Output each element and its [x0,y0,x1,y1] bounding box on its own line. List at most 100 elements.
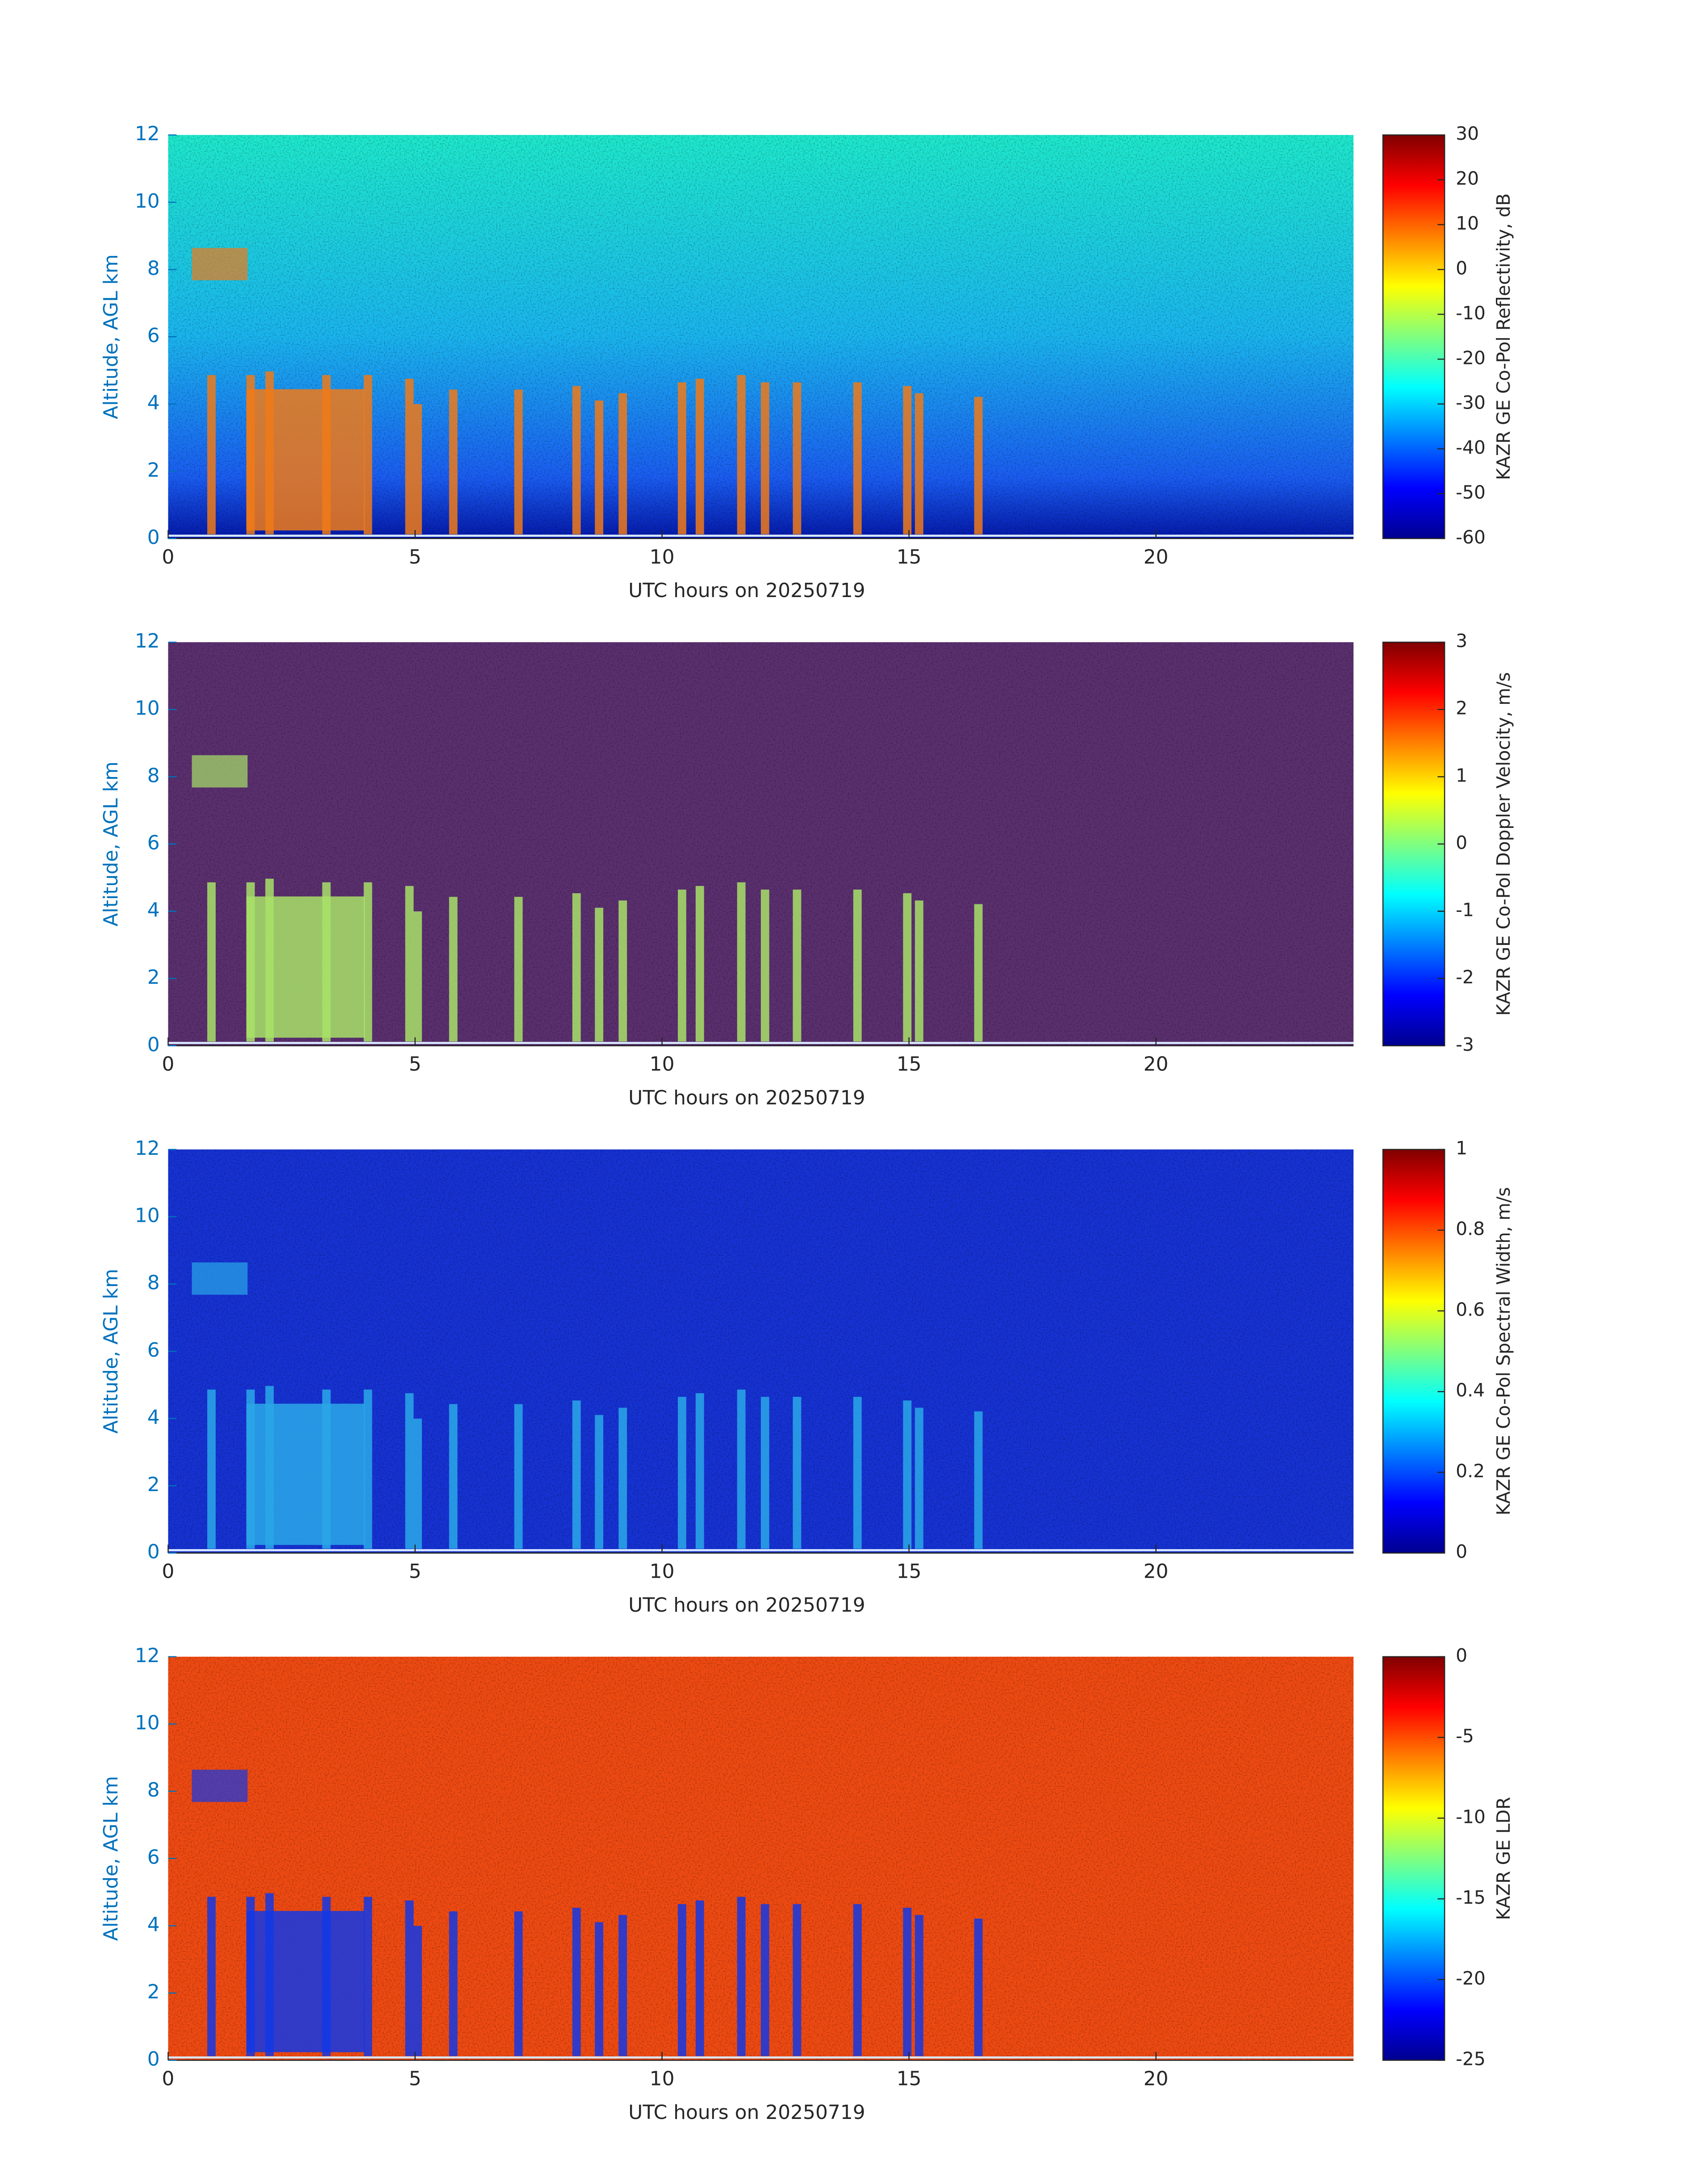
cloud-column [207,1897,216,2056]
y-tick-label: 0 [147,1541,160,1563]
x-tick-label: 10 [650,1053,675,1076]
cloud-block [246,896,365,1038]
cloud-column [363,1897,372,2056]
y-tick-label: 10 [135,697,160,720]
y-tick-label: 10 [135,1204,160,1227]
cloud-column [678,1396,686,1549]
cloud-column [737,375,746,535]
cloud-column [695,1393,704,1549]
cloud-column [363,375,372,535]
cloud-column [737,1897,746,2056]
y-tick-label: 6 [147,324,160,347]
colorbar-tick-label: -15 [1456,1887,1486,1908]
x-tick-label: 20 [1144,546,1169,568]
colorbar-tick-label: 0 [1456,257,1467,279]
colorbar-tick-label: -40 [1456,437,1486,458]
cloud-column [618,1915,627,2056]
cloud-column [322,1897,331,2056]
cloud-column [322,1389,331,1549]
x-tick-label: 15 [897,1053,922,1076]
colorbar-tick-label: 0.8 [1456,1218,1485,1240]
cloud-column [793,1396,802,1549]
cloud-column [572,1400,581,1549]
cloud-column [265,878,274,1042]
cloud-column [514,897,523,1042]
cloud-column [974,397,983,535]
cloud-column [514,389,523,535]
cloud-column [405,1900,414,2056]
y-tick-label: 2 [147,1981,160,2003]
cloud-column [793,1904,802,2056]
y-axis-label: Altitude, AGL km [100,761,122,926]
x-tick-label: 0 [162,1560,175,1583]
colorbar-label: KAZR GE LDR [1493,1797,1514,1920]
y-axis-label: Altitude, AGL km [100,254,122,419]
cloud-column [207,375,216,535]
colorbar-tick-label: -30 [1456,392,1486,414]
cloud-column [903,1907,912,2056]
colorbar-tick-label: 3 [1456,630,1467,652]
cloud-column [915,900,923,1042]
cloud-column [207,1389,216,1549]
cloud-patch [192,1262,248,1295]
x-tick-label: 0 [162,546,175,568]
cloud-column [207,882,216,1042]
colorbar-tick-label: -25 [1456,2048,1486,2070]
x-axis-label: UTC hours on 20250719 [628,2101,865,2124]
cloud-column [246,1389,255,1549]
cloud-column [853,1396,862,1549]
cloud-column [449,897,458,1042]
cloud-column [246,1897,255,2056]
colorbar-tick-label: -50 [1456,481,1486,503]
x-tick-label: 5 [409,1560,422,1583]
y-tick-label: 6 [147,1846,160,1869]
x-tick-label: 5 [409,546,422,568]
colorbar-tick-label: 1 [1456,1137,1467,1159]
y-tick-label: 4 [147,1913,160,1936]
x-tick-label: 10 [650,2068,675,2090]
cloud-column [915,1408,923,1549]
y-tick-label: 4 [147,392,160,414]
cloud-column [595,907,604,1042]
colorbar [1382,641,1445,1047]
cloud-column [760,1904,769,2056]
cloud-column [678,1904,686,2056]
x-axis-label: UTC hours on 20250719 [628,579,865,602]
y-tick-label: 0 [147,1033,160,1056]
y-tick-label: 12 [135,1137,160,1160]
x-tick-label: 20 [1144,1560,1169,1583]
cloud-column [413,404,422,535]
colorbar-tick-label: -60 [1456,526,1486,548]
y-tick-label: 8 [147,1779,160,1801]
cloud-column [903,1400,912,1549]
x-tick-label: 10 [650,1560,675,1583]
colorbar-tick-label: 0 [1456,832,1467,853]
colorbar-tick-label: 20 [1456,168,1479,189]
cloud-column [246,882,255,1042]
x-tick-label: 15 [897,1560,922,1583]
cloud-column [405,379,414,535]
cloud-column [915,1915,923,2056]
cloud-column [678,382,686,535]
colorbar-tick-label: -20 [1456,1968,1486,1989]
colorbar-tick-label: 0 [1456,1645,1467,1666]
y-tick-label: 0 [147,2048,160,2071]
cloud-column [974,904,983,1042]
cloud-column [737,882,746,1042]
cloud-column [514,1911,523,2056]
x-tick-label: 15 [897,546,922,568]
y-tick-label: 12 [135,1644,160,1667]
y-tick-label: 12 [135,630,160,652]
cloud-column [595,1415,604,1549]
colorbar-label: KAZR GE Co-Pol Reflectivity, dB [1493,193,1514,480]
y-tick-label: 8 [147,1271,160,1294]
x-tick-label: 5 [409,2068,422,2090]
x-tick-label: 10 [650,546,675,568]
y-tick-label: 2 [147,459,160,481]
cloud-column [572,893,581,1042]
x-tick-label: 20 [1144,1053,1169,1076]
colorbar-tick-label: -5 [1456,1726,1474,1747]
y-tick-label: 4 [147,899,160,922]
cloud-column [618,1408,627,1549]
